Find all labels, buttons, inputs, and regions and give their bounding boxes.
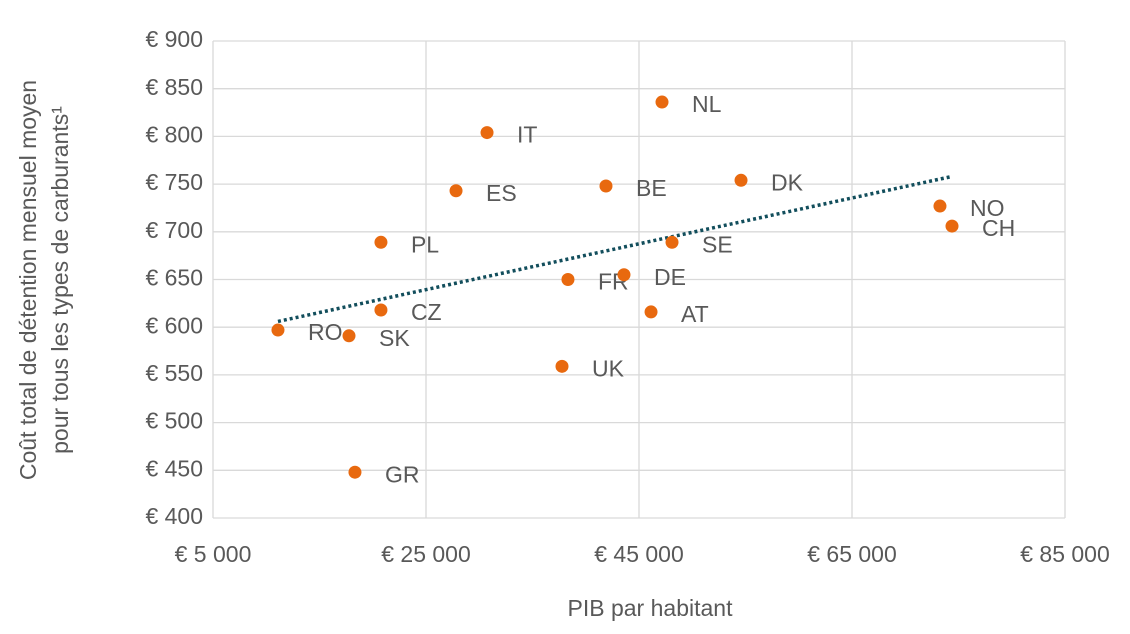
point-label: CH	[982, 215, 1015, 241]
point-label: GR	[385, 461, 420, 487]
y-tick-label: € 600	[145, 312, 203, 338]
point	[665, 235, 679, 249]
point-label: NO	[970, 195, 1005, 221]
y-tick-label: € 650	[145, 265, 203, 291]
y-tick-label: € 700	[145, 217, 203, 243]
y-tick-label: € 800	[145, 121, 203, 147]
point-label: RO	[308, 319, 343, 345]
y-tick-label: € 750	[145, 169, 203, 195]
point-label: BE	[636, 175, 667, 201]
point	[555, 359, 569, 373]
point	[734, 173, 748, 187]
trendline	[277, 174, 953, 324]
point	[374, 235, 388, 249]
y-tick-label: € 850	[145, 74, 203, 100]
point	[933, 199, 947, 213]
point-label: IT	[517, 122, 537, 148]
point-label: PL	[411, 231, 439, 257]
point	[655, 95, 669, 109]
point	[374, 303, 388, 317]
point	[342, 329, 356, 343]
y-tick-label: € 900	[145, 26, 203, 52]
x-axis-title: PIB par habitant	[568, 595, 734, 621]
point	[480, 126, 494, 140]
x-tick-label: € 85 000	[1020, 541, 1110, 567]
point-label: ES	[486, 180, 517, 206]
y-tick-label: € 450	[145, 455, 203, 481]
point-label: DE	[654, 264, 686, 290]
point-label: DK	[771, 169, 804, 195]
point	[449, 184, 463, 198]
y-axis-title: Coût total de détention mensuel moyen	[15, 80, 41, 480]
point	[599, 179, 613, 193]
y-tick-label: € 550	[145, 360, 203, 386]
point	[617, 268, 631, 282]
point-label: AT	[681, 301, 709, 327]
point-label: SE	[702, 231, 733, 257]
point-label: CZ	[411, 299, 442, 325]
point	[561, 273, 575, 286]
y-tick-label: € 500	[145, 408, 203, 434]
point-label: NL	[692, 91, 722, 117]
y-axis-title: pour tous les types de carburants¹	[47, 106, 73, 454]
x-tick-label: € 5 000	[175, 541, 252, 567]
point	[348, 465, 362, 479]
point-label: SK	[379, 325, 410, 351]
point	[945, 219, 959, 233]
x-tick-label: € 45 000	[594, 541, 684, 567]
point	[644, 305, 658, 319]
point-label: UK	[592, 355, 625, 381]
x-tick-label: € 65 000	[807, 541, 897, 567]
x-tick-label: € 25 000	[381, 541, 471, 567]
point	[271, 323, 285, 337]
y-tick-label: € 400	[145, 503, 203, 529]
